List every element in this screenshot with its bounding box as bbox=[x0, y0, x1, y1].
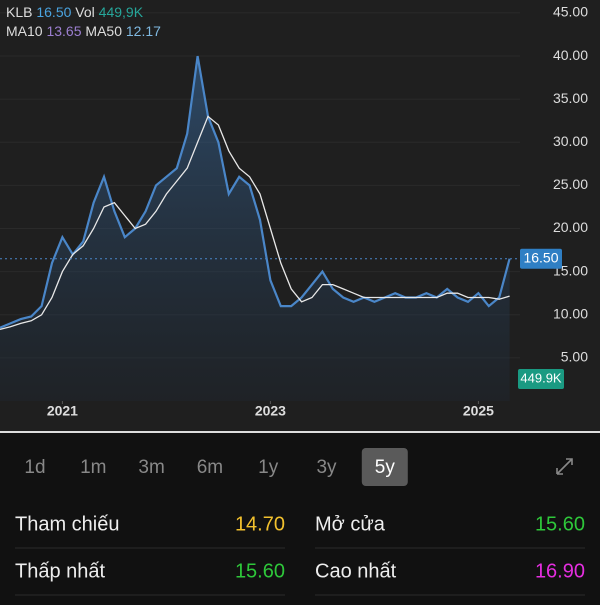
header-ma50-label: MA50 bbox=[85, 23, 122, 39]
area bbox=[0, 56, 510, 401]
stat-value: 16.90 bbox=[535, 560, 585, 582]
stat-label: Tham chiếu bbox=[15, 513, 120, 535]
price-line bbox=[0, 55, 511, 329]
stat-value: 15.60 bbox=[235, 560, 285, 582]
ma-line bbox=[0, 115, 510, 331]
range-tab[interactable]: 3m bbox=[138, 457, 164, 478]
range-tab[interactable]: 1m bbox=[80, 457, 106, 478]
header-ma50: 12.17 bbox=[126, 23, 161, 39]
header-ma10-label: MA10 bbox=[6, 23, 43, 39]
y-tick-label: 30.00 bbox=[553, 133, 588, 149]
stat-label: Cao nhất bbox=[315, 560, 397, 582]
price-tag: 16.50 bbox=[523, 249, 558, 265]
stat-label: Thấp nhất bbox=[15, 560, 106, 582]
y-tick-label: 45.00 bbox=[553, 4, 588, 20]
range-tab[interactable]: 3y bbox=[316, 457, 337, 478]
header-ma10: 13.65 bbox=[46, 23, 81, 39]
range-tab[interactable]: 1y bbox=[258, 457, 279, 478]
x-tick-label: 2023 bbox=[255, 403, 286, 419]
header-symbol: KLB bbox=[6, 4, 32, 20]
stat-value: 14.70 bbox=[235, 513, 285, 535]
range-tab[interactable]: 1d bbox=[24, 457, 45, 478]
price-tag-box bbox=[520, 248, 562, 269]
header-vol-label: Vol bbox=[75, 4, 94, 20]
x-tick-label: 2021 bbox=[47, 403, 78, 419]
volume-tag-box bbox=[518, 369, 564, 389]
header-line: KLB 16.50 Vol 449,9K bbox=[6, 4, 144, 20]
y-tick-label: 5.00 bbox=[561, 349, 588, 365]
y-tick-label: 10.00 bbox=[553, 305, 588, 321]
header-vol: 449,9K bbox=[99, 4, 144, 20]
y-tick-label: 35.00 bbox=[553, 90, 588, 106]
y-tick-label: 25.00 bbox=[553, 176, 588, 192]
panel-background bbox=[0, 434, 600, 600]
stat-label: Mở cửa bbox=[315, 513, 386, 535]
range-tab[interactable]: 6m bbox=[197, 457, 223, 478]
header-line: MA10 13.65 MA50 12.17 bbox=[6, 23, 161, 39]
range-tab[interactable]: 5y bbox=[375, 457, 396, 478]
volume-tag: 449.9K bbox=[520, 370, 562, 385]
x-tick-label: 2025 bbox=[463, 403, 494, 419]
selected-tab-bg bbox=[361, 448, 408, 486]
y-tick-label: 40.00 bbox=[553, 47, 588, 63]
header-price: 16.50 bbox=[36, 4, 71, 20]
expand-icon[interactable] bbox=[556, 458, 573, 475]
y-tick-label: 20.00 bbox=[553, 219, 588, 235]
stat-value: 15.60 bbox=[535, 513, 585, 535]
